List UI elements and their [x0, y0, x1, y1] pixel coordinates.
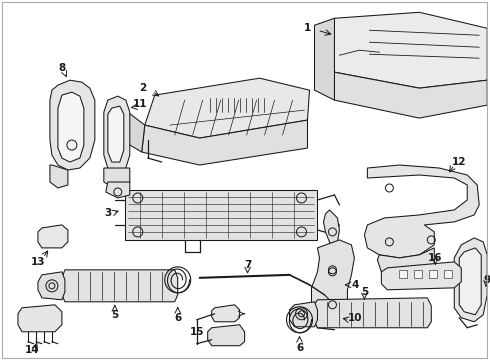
Polygon shape	[208, 325, 245, 346]
Polygon shape	[459, 248, 481, 315]
Text: 9: 9	[484, 275, 490, 285]
Text: 13: 13	[31, 257, 45, 267]
Polygon shape	[18, 305, 62, 332]
Text: 11: 11	[132, 99, 147, 109]
Polygon shape	[315, 18, 335, 100]
Text: 4: 4	[352, 280, 359, 290]
Text: 14: 14	[24, 345, 39, 355]
Text: 2: 2	[139, 83, 147, 93]
Text: 16: 16	[428, 253, 442, 263]
Polygon shape	[212, 305, 240, 322]
Polygon shape	[125, 112, 145, 152]
Polygon shape	[58, 92, 84, 162]
Polygon shape	[335, 12, 487, 88]
Text: 6: 6	[174, 313, 181, 323]
Polygon shape	[312, 240, 354, 320]
Text: 12: 12	[452, 157, 466, 167]
Polygon shape	[377, 248, 434, 285]
Polygon shape	[290, 302, 318, 327]
Polygon shape	[429, 270, 437, 278]
Text: 10: 10	[348, 313, 363, 323]
Polygon shape	[38, 225, 68, 248]
Text: 15: 15	[190, 327, 204, 337]
Polygon shape	[62, 270, 178, 302]
Polygon shape	[314, 298, 431, 328]
Text: 5: 5	[111, 310, 119, 320]
Text: 6: 6	[296, 343, 303, 353]
Polygon shape	[454, 238, 487, 322]
Polygon shape	[444, 270, 452, 278]
Polygon shape	[399, 270, 407, 278]
Polygon shape	[415, 270, 422, 278]
Text: 3: 3	[104, 208, 111, 218]
Polygon shape	[323, 210, 343, 292]
Polygon shape	[106, 182, 130, 198]
Polygon shape	[145, 78, 310, 138]
Polygon shape	[125, 190, 318, 240]
Polygon shape	[381, 262, 461, 290]
Text: 5: 5	[361, 287, 368, 297]
Polygon shape	[50, 80, 95, 170]
Polygon shape	[38, 272, 65, 300]
Text: 8: 8	[58, 63, 66, 73]
Polygon shape	[365, 165, 479, 258]
Text: 7: 7	[244, 260, 251, 270]
Text: 1: 1	[304, 23, 311, 33]
Polygon shape	[108, 106, 124, 162]
Polygon shape	[104, 168, 130, 190]
Polygon shape	[335, 72, 487, 118]
Polygon shape	[50, 165, 68, 188]
Polygon shape	[142, 120, 308, 165]
Polygon shape	[104, 96, 130, 172]
